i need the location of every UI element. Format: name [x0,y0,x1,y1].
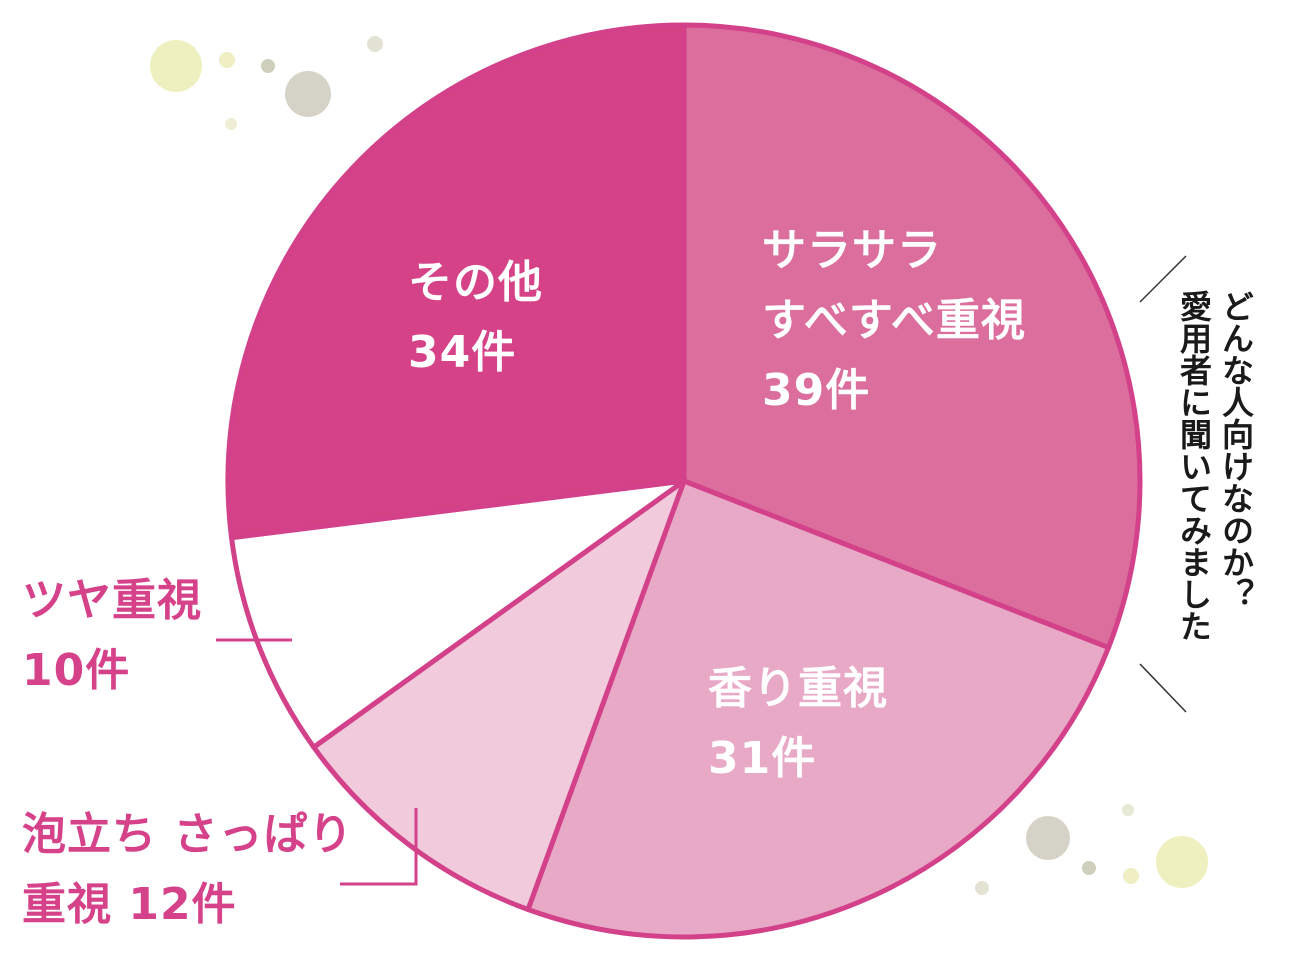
slice-label-sonota: その他 34件 [408,257,543,378]
sparkle-dot [1122,804,1134,816]
slice-kaori [525,478,1111,940]
sparkle-dot [219,52,235,68]
sparkle-decorations [150,36,1208,895]
slice-label-sarasara: サラサラ すべすべ重視 39件 [762,225,1026,416]
sparkle-dot [1026,816,1070,860]
slice-sonota [225,22,687,541]
slice-label-awadachi-line2: 重視 [22,879,112,930]
label-leader-lines [216,638,418,886]
pie-slices [225,22,1143,940]
bracket-line-bottom [1139,663,1187,713]
sparkle-dot [225,118,237,130]
slice-label-kaori: 香り重視 31件 [708,663,888,784]
side-title-line2: 愛用者に聞いてみました [1175,290,1213,642]
sparkle-dot [367,36,383,52]
bracket-line-top [1139,255,1187,303]
leader-line-awadachi [340,808,418,886]
slice-label-tsuya: ツヤ重視 10件 [22,575,202,696]
slice-label-awadachi-value: 12件 [128,879,237,930]
title-bracket-lines [1139,255,1187,713]
slice-label-awadachi: 泡立ち さっぱり 重視 12件 [22,809,354,930]
slice-tsuya [229,478,687,750]
side-title-line1: どんな人向けなのか？ [1217,290,1255,610]
slice-awadachi [311,478,687,912]
sparkle-dot [261,59,275,73]
sparkle-dot [1123,868,1139,884]
sparkle-dot [285,71,331,117]
sparkle-dot [150,40,202,92]
sparkle-dot [1082,861,1096,875]
sparkle-dot [975,881,989,895]
slice-sarasara [681,22,1143,651]
sparkle-dot [1156,836,1208,888]
side-title: どんな人向けなのか？ 愛用者に聞いてみました [1168,290,1258,680]
